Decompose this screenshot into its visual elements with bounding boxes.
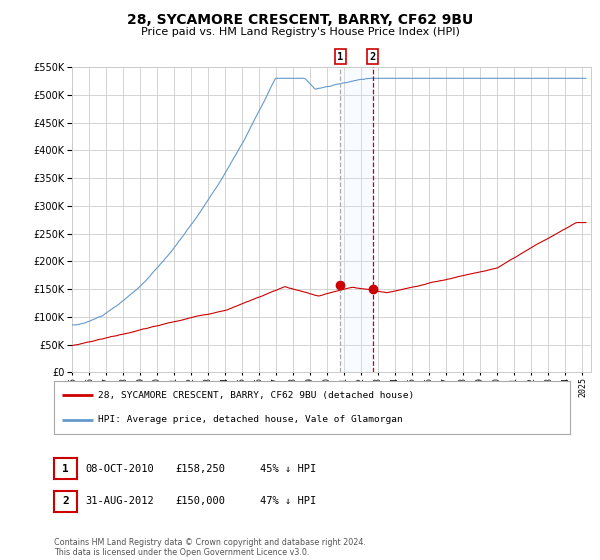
Text: 08-OCT-2010: 08-OCT-2010	[86, 464, 155, 474]
Text: 31-AUG-2012: 31-AUG-2012	[86, 496, 155, 506]
Text: £158,250: £158,250	[176, 464, 226, 474]
Text: HPI: Average price, detached house, Vale of Glamorgan: HPI: Average price, detached house, Vale…	[98, 415, 403, 424]
Text: 28, SYCAMORE CRESCENT, BARRY, CF62 9BU: 28, SYCAMORE CRESCENT, BARRY, CF62 9BU	[127, 13, 473, 27]
Text: 47% ↓ HPI: 47% ↓ HPI	[260, 496, 316, 506]
Text: 28, SYCAMORE CRESCENT, BARRY, CF62 9BU (detached house): 28, SYCAMORE CRESCENT, BARRY, CF62 9BU (…	[98, 391, 414, 400]
Text: 1: 1	[337, 52, 343, 62]
Text: 2: 2	[62, 496, 69, 506]
Text: 45% ↓ HPI: 45% ↓ HPI	[260, 464, 316, 474]
Text: 2: 2	[370, 52, 376, 62]
Text: Price paid vs. HM Land Registry's House Price Index (HPI): Price paid vs. HM Land Registry's House …	[140, 27, 460, 38]
Text: 1: 1	[62, 464, 69, 474]
Bar	[340, 67, 373, 372]
Text: £150,000: £150,000	[176, 496, 226, 506]
Text: Contains HM Land Registry data © Crown copyright and database right 2024.
This d: Contains HM Land Registry data © Crown c…	[54, 538, 366, 557]
